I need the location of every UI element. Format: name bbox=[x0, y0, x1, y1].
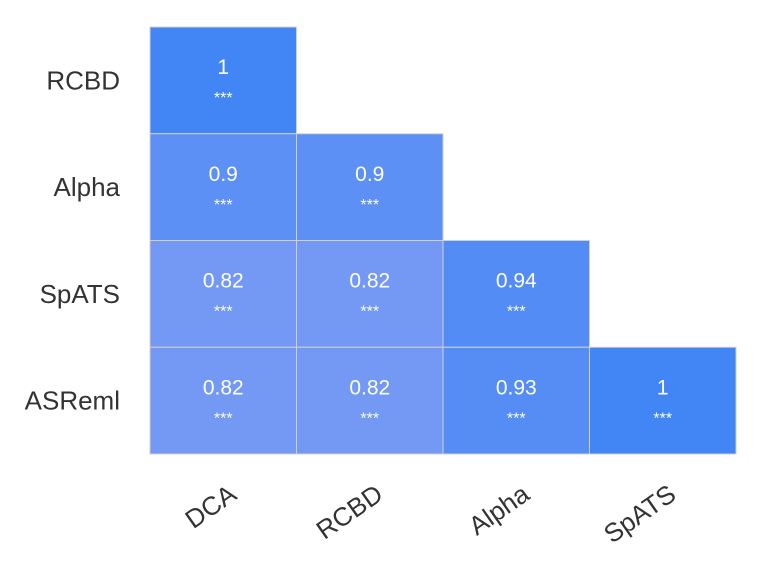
cell-value-label: 1 bbox=[657, 376, 669, 399]
cell-significance-label: *** bbox=[360, 304, 379, 321]
heatmap-cell-spats-alpha bbox=[442, 240, 590, 348]
cell-value-label: 0.9 bbox=[209, 163, 238, 186]
cell-significance-label: *** bbox=[214, 304, 233, 321]
cell-significance-label: *** bbox=[360, 197, 379, 214]
cell-value-label: 0.82 bbox=[349, 376, 390, 399]
cell-significance-label: *** bbox=[653, 410, 672, 427]
cell-value-label: 0.9 bbox=[355, 163, 384, 186]
y-tick-label-alpha: Alpha bbox=[54, 172, 121, 202]
cell-significance-label: *** bbox=[214, 90, 233, 107]
heatmap-cell-spats-rcbd bbox=[296, 240, 444, 348]
cell-value-label: 0.82 bbox=[203, 376, 244, 399]
heatmap-cell-asreml-dca bbox=[149, 346, 297, 455]
heatmap-cell-asreml-alpha bbox=[442, 346, 590, 455]
heatmap-cell-spats-dca bbox=[149, 240, 297, 348]
y-tick-label-spats: SpATS bbox=[40, 279, 120, 309]
cell-value-label: 0.82 bbox=[349, 270, 390, 293]
cell-significance-label: *** bbox=[214, 410, 233, 427]
y-tick-label-rcbd: RCBD bbox=[46, 65, 120, 95]
heatmap-cell-asreml-spats bbox=[589, 346, 737, 455]
y-tick-label-asreml: ASReml bbox=[25, 386, 120, 416]
cell-value-label: 0.93 bbox=[496, 376, 537, 399]
cell-value-label: 0.94 bbox=[496, 270, 537, 293]
heatmap-cell-alpha-dca bbox=[149, 133, 297, 241]
cell-significance-label: *** bbox=[214, 197, 233, 214]
cell-value-label: 0.82 bbox=[203, 270, 244, 293]
heatmap-cell-alpha-rcbd bbox=[296, 133, 444, 241]
cell-significance-label: *** bbox=[507, 304, 526, 321]
x-tick-label-alpha: Alpha bbox=[463, 478, 535, 541]
x-tick-label-dca: DCA bbox=[180, 478, 243, 534]
cell-significance-label: *** bbox=[507, 410, 526, 427]
heatmap-cell-rcbd-dca bbox=[149, 26, 297, 135]
heatmap-cell-asreml-rcbd bbox=[296, 346, 444, 455]
x-tick-label-spats: SpATS bbox=[598, 478, 681, 549]
cell-value-label: 1 bbox=[217, 56, 229, 79]
cell-significance-label: *** bbox=[360, 410, 379, 427]
x-tick-label-rcbd: RCBD bbox=[311, 478, 389, 545]
